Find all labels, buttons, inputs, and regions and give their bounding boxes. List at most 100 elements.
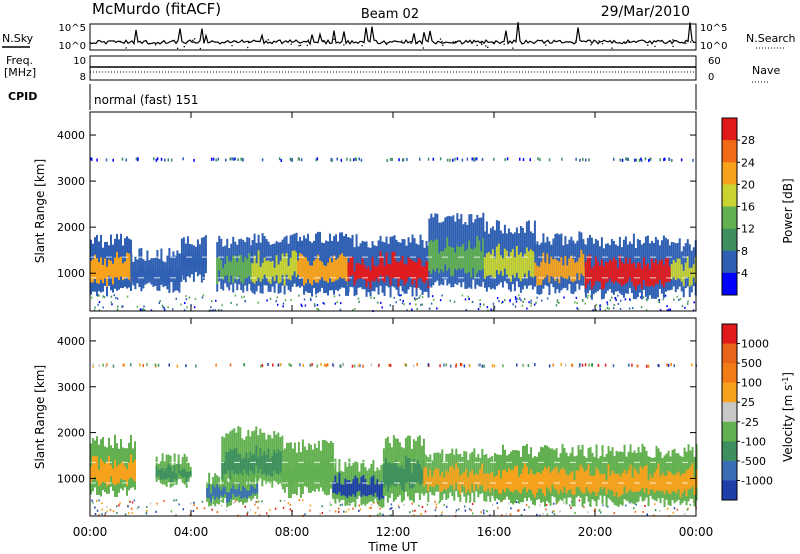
scatter-speck [514,296,517,299]
echo-core [525,247,528,279]
echo-core [376,479,379,497]
echo-core [293,250,296,272]
colorbar-segment [722,441,737,462]
scatter-speck [579,362,581,366]
echo-core [457,468,460,491]
scatter-speck [416,297,418,300]
date-title: 29/Mar/2010 [601,4,690,20]
scatter-speck [370,296,372,299]
echo-core [253,255,256,284]
echo-core [433,470,436,488]
echo-core [534,262,537,277]
echo-core [174,270,177,285]
scatter-speck [434,509,437,512]
echo-core [259,266,262,282]
scatter-speck [668,157,671,161]
scatter-speck [612,307,615,310]
echo-core [352,479,355,495]
echo-core [536,472,538,493]
echo-core [394,460,397,487]
scatter-speck [391,157,393,161]
echo-core [648,269,651,287]
echo-core [564,255,567,279]
echo-core [428,242,431,272]
echo-core [552,259,555,278]
scatter-speck [512,303,514,306]
echo-core [332,481,335,493]
scatter-speck [553,513,556,516]
scatter-speck [481,157,484,161]
scatter-speck [234,294,237,297]
scatter-speck [379,301,382,304]
echo-core [418,464,421,486]
scatter-speck [381,306,383,309]
scatter-speck [192,510,195,513]
scatter-speck [664,157,666,161]
echo-core [342,484,345,496]
echo-core [440,251,443,270]
echo-core [299,253,302,279]
echo-core [413,261,416,280]
scatter-speck [349,503,351,506]
scatter-speck [302,499,304,502]
scatter-speck [672,298,675,301]
scatter-speck [400,294,402,297]
scatter-speck [210,306,212,309]
scatter-speck [559,510,561,513]
echo-core [510,470,512,492]
scatter-speck [373,297,376,300]
echo-core [427,476,430,492]
echo-core [683,473,686,490]
scatter-speck [615,299,617,302]
echo-core [682,270,685,287]
scatter-speck [336,301,339,304]
echo-core [585,469,588,488]
nsearch-dot [441,40,443,43]
scatter-speck [522,363,524,367]
scatter-speck [614,296,616,299]
echo-core [248,253,251,277]
scatter-speck [150,309,153,312]
echo-core [380,481,383,499]
echo-core [403,263,406,286]
echo-core [158,269,161,285]
echo-core [327,461,330,485]
echo-core [521,257,524,278]
echo-core [649,474,652,490]
echo-core [505,250,508,275]
echo-core [542,252,545,280]
x-tick-label: 20:00 [578,525,613,539]
echo-core [400,465,403,490]
scatter-speck [131,501,134,504]
scatter-speck [277,363,280,367]
scatter-speck [666,507,669,510]
scatter-speck [242,158,244,162]
scatter-speck [225,509,228,512]
scatter-speck [282,302,285,305]
velocity-colorbar: 1000 500 100 25 -25 -100 -500 -1000 [721,323,773,501]
echo-core [351,256,354,275]
nsearch-label: N.Search [746,32,796,45]
scatter-speck [669,308,672,311]
echo-core [166,270,169,284]
velocity-yticks: 4000 3000 2000 1000 [57,335,696,485]
scatter-speck [168,363,170,367]
scatter-speck [634,510,637,513]
nsearch-dot [503,43,505,45]
scatter-speck [606,303,609,306]
scatter-speck [644,504,646,507]
scatter-speck [581,363,584,367]
scatter-speck [435,503,438,506]
scatter-speck [403,303,405,306]
scatter-speck [362,364,364,368]
scatter-speck [382,513,384,516]
echo-core [251,263,254,282]
scatter-speck [533,303,536,306]
echo-core [162,269,165,283]
echo-core [187,471,190,479]
echo-core [231,450,234,471]
scatter-speck [97,303,99,306]
nsearch-tick-top: 10^5 [700,23,727,34]
scatter-speck [236,303,238,306]
scatter-speck [377,514,379,517]
